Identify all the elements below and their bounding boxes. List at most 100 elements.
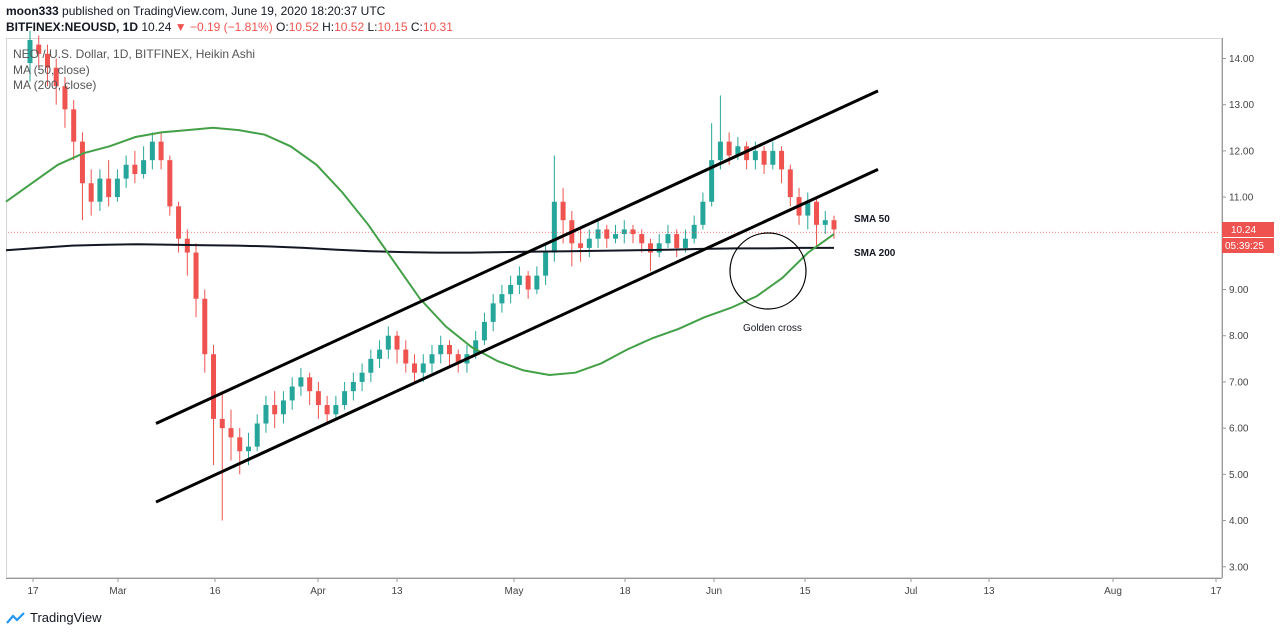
candle-body xyxy=(88,183,94,202)
y-tick-label: 5.00 xyxy=(1229,470,1249,481)
golden-cross-annotation: Golden cross xyxy=(743,323,802,334)
x-tick-label: 17 xyxy=(1210,586,1222,597)
x-tick-label: 18 xyxy=(619,586,631,597)
publish-info: moon333 published on TradingView.com, Ju… xyxy=(6,4,385,18)
x-tick-label: 15 xyxy=(799,586,811,597)
x-tick-label: 13 xyxy=(391,586,403,597)
candle-body xyxy=(228,428,234,438)
candle-body xyxy=(149,141,155,161)
author-name[interactable]: moon333 xyxy=(6,4,59,18)
candle-body xyxy=(36,44,42,54)
y-tick-label: 6.00 xyxy=(1229,424,1249,435)
candle-body xyxy=(342,391,348,406)
candle-body xyxy=(106,178,112,198)
series-title[interactable]: NEO / U.S. Dollar, 1D, BITFINEX, Heikin … xyxy=(13,47,256,61)
candle-body xyxy=(709,160,715,202)
close-label: C: xyxy=(410,20,423,34)
candle-body xyxy=(822,220,828,225)
candle-body xyxy=(298,377,304,387)
high-value: 10.52 xyxy=(334,20,365,34)
candle-body xyxy=(508,284,514,295)
candle-body xyxy=(814,201,820,225)
candle-body xyxy=(263,405,269,424)
x-tick-label: Jun xyxy=(706,586,722,597)
candle-body xyxy=(805,201,811,216)
open-value: 10.52 xyxy=(288,20,319,34)
chart-pane[interactable] xyxy=(6,38,1222,578)
candle-body xyxy=(438,344,444,355)
candle-body xyxy=(193,252,199,299)
candle-body xyxy=(429,354,435,364)
candle-body xyxy=(289,386,295,401)
candle-body xyxy=(578,243,584,248)
candle-body xyxy=(682,238,688,248)
candle-body xyxy=(62,86,68,110)
candle-body xyxy=(630,229,636,235)
candle-body xyxy=(534,275,540,290)
candle-body xyxy=(490,303,496,322)
candle-body xyxy=(691,224,697,239)
x-tick-label: Apr xyxy=(310,586,326,597)
candle-body xyxy=(735,146,741,156)
candle-body xyxy=(368,358,374,373)
x-tick-label: Mar xyxy=(109,586,127,597)
countdown-bg xyxy=(1222,238,1274,253)
change-value: −0.19 (−1.81%) xyxy=(189,20,273,34)
candle-body xyxy=(202,298,208,355)
y-tick-label: 9.00 xyxy=(1229,285,1249,296)
price-axis[interactable] xyxy=(1222,38,1274,578)
candle-body xyxy=(586,238,592,248)
ohlc-bar: BITFINEX:NEOUSD, 1D 10.24 ▼ −0.19 (−1.81… xyxy=(6,20,453,34)
candle-body xyxy=(141,160,147,174)
candle-body xyxy=(254,423,260,447)
candle-body xyxy=(237,437,243,452)
candle-body xyxy=(324,405,330,415)
candle-body xyxy=(560,201,566,221)
candle-body xyxy=(516,275,522,285)
y-tick-label: 12.00 xyxy=(1229,146,1254,157)
low-value: 10.15 xyxy=(377,20,408,34)
candle-body xyxy=(27,40,33,64)
down-triangle-icon: ▼ xyxy=(174,20,187,34)
candle-body xyxy=(333,405,339,415)
candle-body xyxy=(543,252,549,276)
candle-body xyxy=(481,321,487,341)
x-tick-label: Aug xyxy=(1104,586,1122,597)
candle-body xyxy=(639,234,645,244)
candle-body xyxy=(499,294,505,304)
candle-body xyxy=(446,344,452,355)
candle-body xyxy=(621,229,627,235)
golden-cross-circle xyxy=(729,232,807,310)
candle-body xyxy=(604,229,610,239)
brand-name: TradingView xyxy=(30,610,102,625)
candle-body xyxy=(176,206,182,239)
candle-body xyxy=(385,335,391,350)
trendline xyxy=(155,168,879,504)
candle-body xyxy=(280,400,286,415)
candle-body xyxy=(656,243,662,253)
price-tag-value: 10.24 xyxy=(1231,225,1256,236)
last-price: 10.24 xyxy=(141,20,172,34)
ma200-legend[interactable]: MA (200, close) xyxy=(13,78,97,92)
candle-body xyxy=(272,405,278,415)
candle-body xyxy=(158,141,164,161)
candle-body xyxy=(53,67,59,87)
candle-body xyxy=(831,220,837,230)
candle-body xyxy=(79,141,85,184)
y-tick-label: 13.00 xyxy=(1229,100,1254,111)
publish-text: published on TradingView.com, June 19, 2… xyxy=(58,4,386,18)
y-tick-label: 11.00 xyxy=(1229,193,1254,204)
y-tick-label: 3.00 xyxy=(1229,562,1249,573)
candle-body xyxy=(525,275,531,290)
candle-body xyxy=(219,418,225,429)
candle-body xyxy=(307,377,313,392)
candle-body xyxy=(613,234,619,239)
ma200-line xyxy=(5,243,834,254)
tradingview-brand[interactable]: TradingView xyxy=(6,610,102,625)
time-axis[interactable] xyxy=(6,578,1222,600)
price-tag-bg xyxy=(1222,222,1274,237)
close-value: 10.31 xyxy=(422,20,453,34)
ma50-legend[interactable]: MA (50, close) xyxy=(13,63,90,77)
candle-body xyxy=(132,164,138,174)
candle-body xyxy=(211,354,217,419)
